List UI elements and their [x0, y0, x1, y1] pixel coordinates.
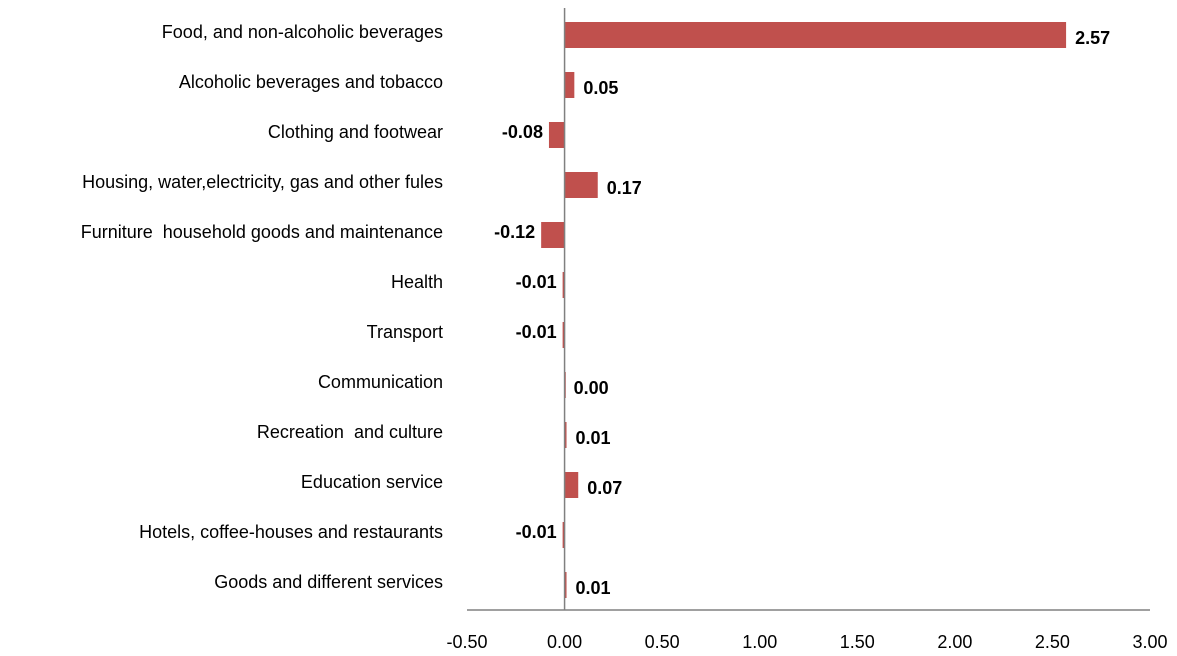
data-label: 0.05 [583, 78, 618, 98]
bar [562, 322, 565, 348]
data-label: -0.01 [516, 322, 557, 342]
x-tick-label: 0.00 [547, 632, 582, 652]
x-tick-label: 2.50 [1035, 632, 1070, 652]
category-label: Health [391, 272, 443, 292]
category-label: Alcoholic beverages and tobacco [179, 72, 443, 92]
bar [564, 172, 598, 198]
data-label: 0.01 [576, 578, 611, 598]
bar [541, 222, 565, 248]
bar [548, 122, 565, 148]
category-label: Education service [301, 472, 443, 492]
bar [564, 72, 575, 98]
bar [564, 22, 1067, 48]
category-labels: Food, and non-alcoholic beverages Alcohol… [81, 22, 443, 592]
category-label: Housing, water,electricity, gas and othe… [82, 172, 443, 192]
x-tick-label: -0.50 [446, 632, 487, 652]
data-label: 2.57 [1075, 28, 1110, 48]
data-label: 0.07 [587, 478, 622, 498]
category-label: Food, and non-alcoholic beverages [162, 22, 443, 42]
category-label: Recreation and culture [257, 422, 443, 442]
data-label: 0.00 [574, 378, 609, 398]
category-label: Goods and different services [214, 572, 443, 592]
x-tick-label: 3.00 [1132, 632, 1167, 652]
bar [564, 422, 567, 448]
bar [562, 272, 565, 298]
bars-group [541, 22, 1067, 598]
x-tick-label: 2.00 [937, 632, 972, 652]
data-label: 0.01 [576, 428, 611, 448]
bar [562, 522, 565, 548]
category-label: Communication [318, 372, 443, 392]
data-label: -0.08 [502, 122, 543, 142]
x-tick-label: 1.00 [742, 632, 777, 652]
bar [564, 572, 567, 598]
data-label: -0.01 [516, 272, 557, 292]
x-axis-tick-labels: -0.50 0.00 0.50 1.00 1.50 2.00 2.50 3.00 [446, 632, 1167, 652]
category-label: Transport [367, 322, 443, 342]
x-tick-label: 0.50 [645, 632, 680, 652]
bar [564, 472, 579, 498]
data-labels: 2.57 0.05 -0.08 0.17 -0.12 -0.01 -0.01 0.00 0.01… [494, 28, 1110, 598]
x-tick-label: 1.50 [840, 632, 875, 652]
data-label: 0.17 [607, 178, 642, 198]
data-label: -0.12 [494, 222, 535, 242]
category-label: Furniture household goods and maintenanc… [81, 222, 443, 242]
category-label: Hotels, coffee-houses and restaurants [139, 522, 443, 542]
category-label: Clothing and footwear [268, 122, 443, 142]
data-label: -0.01 [516, 522, 557, 542]
